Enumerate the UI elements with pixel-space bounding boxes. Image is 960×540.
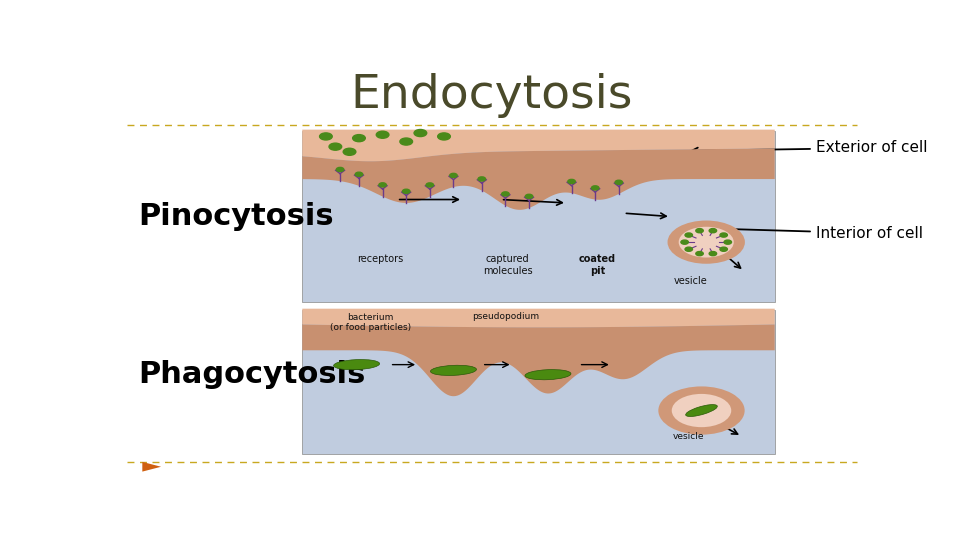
Circle shape (414, 130, 426, 137)
Text: coated
pit: coated pit (579, 254, 616, 276)
Polygon shape (302, 130, 775, 161)
Circle shape (426, 183, 434, 187)
Circle shape (685, 233, 692, 237)
Text: Pinocytosis: Pinocytosis (138, 202, 334, 231)
Text: captured
molecules: captured molecules (483, 254, 533, 276)
Text: Exterior of cell: Exterior of cell (692, 140, 927, 156)
Ellipse shape (430, 365, 476, 375)
FancyBboxPatch shape (302, 131, 775, 302)
Text: vesicle: vesicle (673, 432, 705, 441)
Circle shape (696, 252, 704, 255)
Circle shape (379, 183, 386, 187)
Circle shape (591, 186, 599, 190)
Polygon shape (142, 462, 161, 471)
Circle shape (709, 228, 716, 233)
Polygon shape (302, 325, 775, 396)
Text: Phagocytosis: Phagocytosis (138, 360, 366, 389)
Ellipse shape (334, 360, 379, 370)
Circle shape (525, 194, 533, 198)
Text: receptors: receptors (357, 254, 403, 264)
Circle shape (709, 252, 716, 255)
Ellipse shape (525, 369, 571, 380)
Polygon shape (302, 309, 775, 327)
Circle shape (449, 173, 457, 178)
Circle shape (438, 133, 450, 140)
Polygon shape (302, 148, 775, 210)
Circle shape (478, 177, 486, 181)
Circle shape (320, 133, 332, 140)
Circle shape (681, 240, 688, 244)
Circle shape (502, 192, 509, 196)
Circle shape (672, 394, 732, 427)
Circle shape (679, 227, 733, 258)
Circle shape (659, 387, 745, 435)
Text: bacterium
(or food particles): bacterium (or food particles) (330, 313, 411, 333)
Circle shape (400, 138, 413, 145)
Circle shape (667, 220, 745, 264)
Text: Interior of cell: Interior of cell (692, 225, 923, 241)
Text: pseudopodium: pseudopodium (472, 312, 539, 321)
Circle shape (720, 233, 728, 237)
Ellipse shape (685, 404, 717, 416)
Circle shape (615, 180, 622, 184)
Circle shape (568, 179, 575, 184)
Circle shape (696, 228, 704, 233)
Circle shape (376, 131, 389, 138)
Circle shape (336, 167, 344, 172)
Text: Endocytosis: Endocytosis (350, 73, 634, 118)
Circle shape (329, 143, 342, 150)
Circle shape (352, 134, 366, 141)
Circle shape (685, 247, 692, 251)
Circle shape (344, 148, 356, 156)
Circle shape (724, 240, 732, 244)
Circle shape (720, 247, 728, 251)
Circle shape (402, 189, 410, 193)
Circle shape (355, 172, 363, 177)
Text: vesicle: vesicle (674, 276, 708, 286)
FancyBboxPatch shape (302, 310, 775, 454)
